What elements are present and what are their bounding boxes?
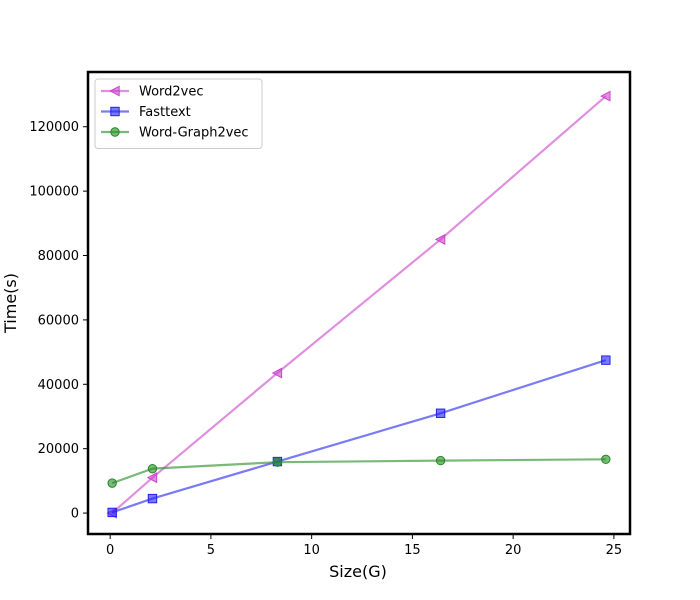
- data-point-word-graph2vec: [601, 454, 611, 465]
- data-point-fasttext: [435, 408, 446, 418]
- data-point-word2vec: [146, 472, 158, 484]
- x-tick-label: 5: [207, 543, 215, 558]
- data-point-word-graph2vec: [147, 463, 158, 474]
- legend-label-fasttext: Fasttext: [139, 105, 191, 120]
- y-tick-label: 120000: [29, 120, 79, 135]
- y-tick-label: 80000: [38, 249, 79, 264]
- data-point-word-graph2vec: [107, 478, 117, 488]
- legend-item-fasttext: Fasttext: [101, 105, 191, 120]
- legend-label-word2vec: Word2vec: [139, 85, 204, 100]
- y-tick-label: 20000: [38, 442, 79, 457]
- x-tick-label: 10: [303, 543, 320, 558]
- legend-box: [94, 78, 263, 149]
- legend-item-word-graph2vec: Word-Graph2vec: [101, 126, 249, 141]
- axis-layer: 0 5 10 15 20 25 0 20000 40000 60000 80000 100000 120…: [29, 70, 632, 558]
- x-tick-label: 20: [505, 543, 522, 558]
- series-word-graph2vec: [107, 454, 611, 488]
- legend-marker-word2vec: [109, 85, 120, 97]
- series-layer: [106, 90, 611, 519]
- x-tick-label: 25: [606, 543, 623, 558]
- legend-item-word2vec: Word2vec: [101, 85, 204, 100]
- y-tick-label: 0: [71, 507, 79, 522]
- x-tick-label: 0: [106, 543, 114, 558]
- x-tick-label: 15: [404, 543, 421, 558]
- y-axis-label: Time(s): [1, 273, 20, 334]
- data-point-fasttext: [147, 493, 158, 504]
- y-tick-label: 60000: [38, 313, 79, 328]
- plot-frame: [86, 70, 632, 536]
- y-tick-label: 40000: [38, 378, 79, 393]
- legend-marker-fasttext: [110, 106, 120, 117]
- data-point-word2vec: [600, 90, 611, 102]
- data-point-word-graph2vec: [272, 457, 283, 467]
- data-point-word2vec: [434, 233, 446, 245]
- legend: Word2vec Fasttext Word-Graph2vec: [94, 78, 263, 149]
- data-point-fasttext: [601, 355, 611, 365]
- legend-marker-word-graph2vec: [110, 127, 120, 137]
- data-point-fasttext: [107, 507, 117, 518]
- legend-label-word-graph2vec: Word-Graph2vec: [139, 126, 249, 141]
- data-point-word-graph2vec: [435, 455, 446, 466]
- y-tick-label: 100000: [29, 185, 79, 200]
- data-point-word2vec: [271, 367, 283, 379]
- x-axis-label: Size(G): [329, 562, 387, 581]
